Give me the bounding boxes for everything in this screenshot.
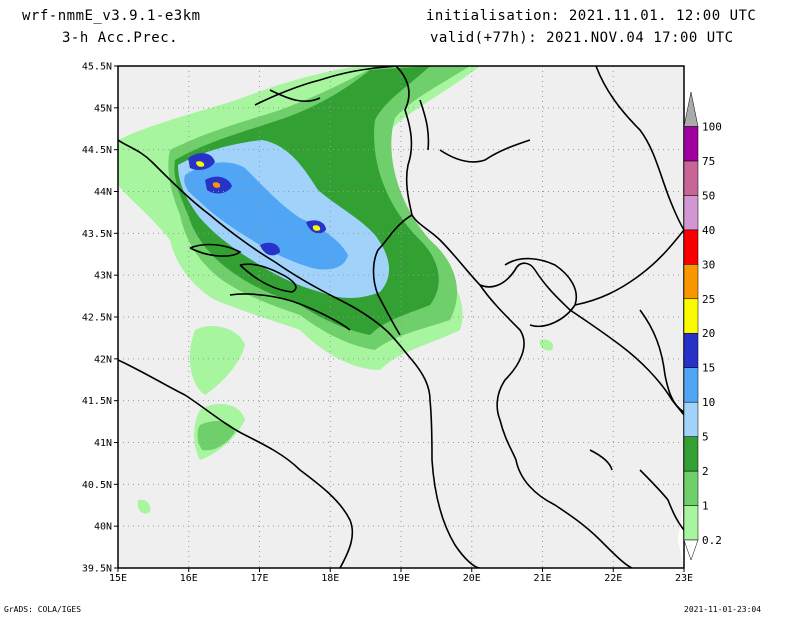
valid-time-label: valid(+77h): 2021.NOV.04 17:00 UTC — [430, 30, 734, 46]
legend-swatch-below — [683, 539, 699, 561]
legend-swatch — [683, 195, 699, 231]
legend-label: 30 — [702, 258, 715, 271]
legend-swatch — [683, 332, 699, 368]
legend-swatch — [683, 401, 699, 437]
lat-tick-label: 39.5N — [82, 564, 112, 575]
lon-tick-label: 17E — [250, 573, 268, 584]
legend-swatch — [683, 470, 699, 506]
legend-label: 25 — [702, 293, 715, 306]
lon-tick-label: 18E — [321, 573, 339, 584]
legend-swatch — [683, 160, 699, 196]
plot-timestamp: 2021-11-01-23:04 — [684, 605, 762, 614]
precip-shading — [118, 66, 554, 514]
lon-tick-label: 23E — [675, 573, 693, 584]
grads-credit: GrADS: COLA/IGES — [4, 605, 82, 614]
lon-tick-label: 21E — [533, 573, 551, 584]
legend-label: 0.2 — [702, 534, 722, 547]
lon-tick-label: 16E — [180, 573, 198, 584]
legend-swatch — [683, 298, 699, 334]
latitude-axis: 45.5N 45N 44.5N 44N 43.5N 43N 42.5N 42N 41.5N 41N… — [82, 62, 118, 575]
model-label: wrf-nmmE_v3.9.1-e3km — [22, 8, 201, 24]
lat-tick-label: 42N — [94, 354, 112, 365]
legend-swatch — [683, 126, 699, 162]
country-borders — [118, 66, 684, 568]
lon-tick-label: 22E — [604, 573, 622, 584]
legend-label: 50 — [702, 189, 715, 202]
legend-swatch — [683, 367, 699, 403]
legend-label: 10 — [702, 396, 715, 409]
lat-tick-label: 43.5N — [82, 229, 112, 240]
lat-tick-label: 45N — [94, 103, 112, 114]
lat-tick-label: 40N — [94, 522, 112, 533]
legend-label: 75 — [702, 155, 715, 168]
legend-swatch — [683, 264, 699, 300]
legend-label: 5 — [702, 431, 709, 444]
legend-label: 2 — [702, 465, 709, 478]
lon-tick-label: 15E — [109, 573, 127, 584]
lat-tick-label: 41.5N — [82, 396, 112, 407]
legend-label: 100 — [702, 120, 722, 133]
legend-label: 15 — [702, 362, 715, 375]
lat-tick-label: 41N — [94, 438, 112, 449]
lat-tick-label: 40.5N — [82, 480, 112, 491]
lat-tick-label: 44.5N — [82, 145, 112, 156]
lat-tick-label: 42.5N — [82, 313, 112, 324]
legend-label: 40 — [702, 224, 715, 237]
lon-tick-label: 20E — [463, 573, 481, 584]
lat-tick-label: 44N — [94, 187, 112, 198]
legend-label: 20 — [702, 327, 715, 340]
legend-label: 1 — [702, 500, 709, 513]
lat-tick-label: 43N — [94, 271, 112, 282]
init-time-label: initialisation: 2021.11.01. 12:00 UTC — [426, 8, 757, 24]
legend-swatch — [683, 229, 699, 265]
legend-swatch — [683, 91, 699, 127]
lat-tick-label: 45.5N — [82, 62, 112, 73]
field-label: 3-h Acc.Prec. — [62, 30, 179, 46]
longitude-axis: 15E 16E 17E 18E 19E 20E 21E 22E 23E — [109, 568, 693, 584]
legend-swatch — [683, 505, 699, 541]
legend-swatch — [683, 436, 699, 472]
lon-tick-label: 19E — [392, 573, 410, 584]
